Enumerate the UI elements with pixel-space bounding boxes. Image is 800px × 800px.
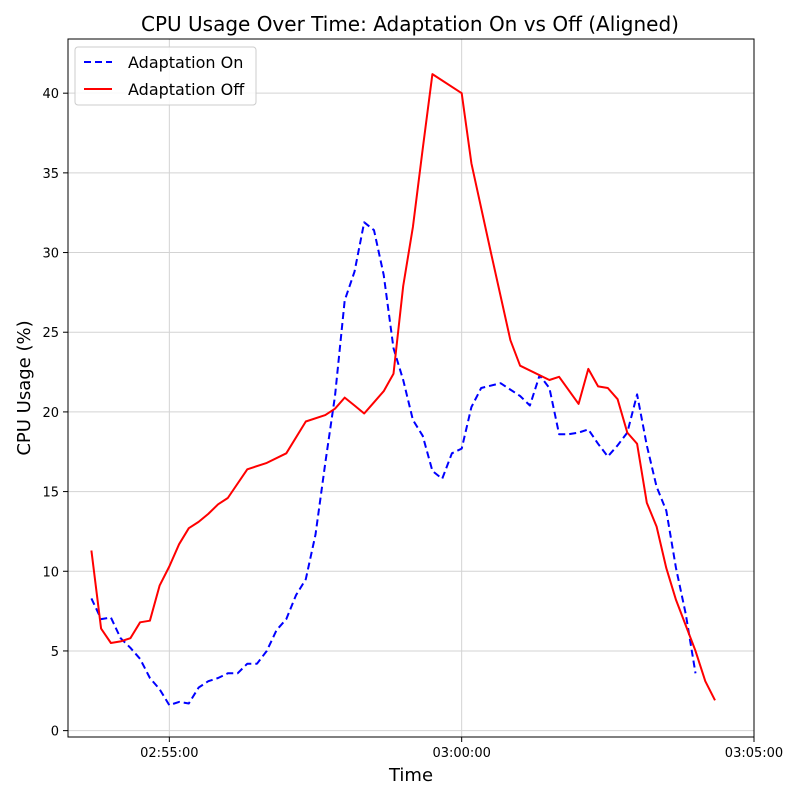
y-tick-label: 30 — [42, 247, 59, 262]
y-tick-label: 20 — [42, 406, 59, 421]
legend-label-adaptation-on: Adaptation On — [128, 53, 243, 72]
x-tick-label: 03:05:00 — [725, 746, 783, 761]
series-line-adaptation-on — [90, 221, 697, 707]
y-tick-label: 40 — [42, 87, 59, 102]
x-tick-label: 03:00:00 — [432, 746, 490, 761]
y-tick-label: 35 — [42, 167, 59, 182]
legend: Adaptation On Adaptation Off — [74, 46, 257, 106]
legend-box — [74, 46, 257, 106]
y-tick-label: 5 — [51, 645, 59, 660]
y-tick-label: 25 — [42, 326, 59, 341]
series-layer — [90, 73, 716, 707]
series-line-adaptation-off — [90, 73, 716, 701]
legend-label-adaptation-off: Adaptation Off — [128, 80, 245, 99]
x-axis-label: Time — [388, 765, 433, 786]
y-tick-label: 15 — [42, 486, 59, 501]
y-tick-label: 10 — [42, 565, 59, 580]
series-adaptation-off — [90, 73, 716, 701]
chart-title: CPU Usage Over Time: Adaptation On vs Of… — [141, 12, 679, 36]
series-adaptation-on — [90, 221, 697, 707]
x-axis: 02:55:00 03:00:00 03:05:00 — [140, 737, 783, 761]
y-axis-label: CPU Usage (%) — [14, 320, 35, 455]
y-axis: 0 5 10 15 20 25 30 35 40 — [42, 87, 68, 740]
grid — [68, 39, 755, 737]
plot-frame — [67, 38, 755, 738]
y-tick-label: 0 — [51, 725, 59, 740]
x-tick-label: 02:55:00 — [140, 746, 198, 761]
